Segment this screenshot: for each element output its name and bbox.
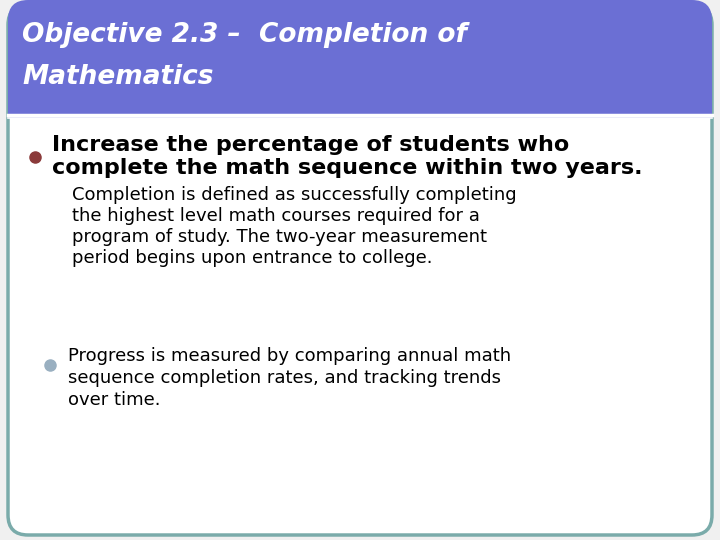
Text: Increase the percentage of students who: Increase the percentage of students who xyxy=(52,135,570,155)
FancyBboxPatch shape xyxy=(8,0,712,118)
FancyBboxPatch shape xyxy=(8,5,712,535)
Text: complete the math sequence within two years.: complete the math sequence within two ye… xyxy=(52,158,642,178)
Text: over time.: over time. xyxy=(68,391,161,409)
Text: program of study. The two-year measurement: program of study. The two-year measureme… xyxy=(72,228,487,246)
Text: the highest level math courses required for a: the highest level math courses required … xyxy=(72,207,480,225)
Text: Objective 2.3 –  Completion of: Objective 2.3 – Completion of xyxy=(22,22,467,48)
Text: Progress is measured by comparing annual math: Progress is measured by comparing annual… xyxy=(68,347,511,365)
Bar xyxy=(8,96,712,118)
Text: Completion is defined as successfully completing: Completion is defined as successfully co… xyxy=(72,186,517,204)
Text: period begins upon entrance to college.: period begins upon entrance to college. xyxy=(72,249,433,267)
Text: sequence completion rates, and tracking trends: sequence completion rates, and tracking … xyxy=(68,369,501,387)
Text: Mathematics: Mathematics xyxy=(22,64,214,90)
